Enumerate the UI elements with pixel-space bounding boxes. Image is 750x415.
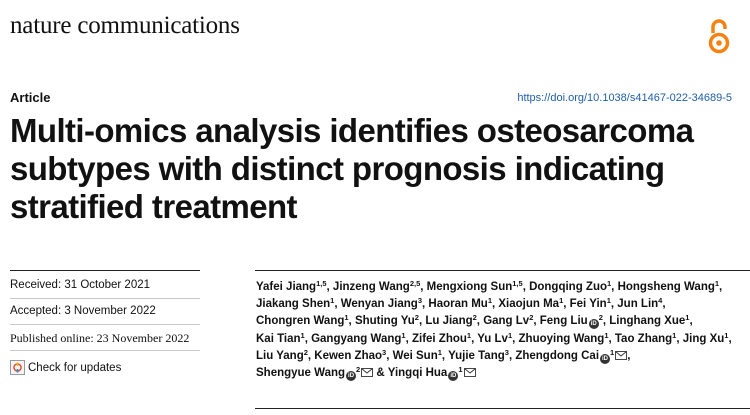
- author-name[interactable]: Kai Tian1: [256, 330, 305, 345]
- author-name[interactable]: Yujie Tang3: [448, 347, 509, 362]
- author-name[interactable]: Zhuoying Wang1: [518, 330, 609, 345]
- affiliation-superscript: 2: [356, 365, 361, 375]
- author-name[interactable]: Fei Yin1: [569, 296, 611, 311]
- author-name[interactable]: Shuting Yu2: [354, 313, 419, 328]
- email-icon[interactable]: [615, 350, 628, 360]
- affiliation-superscript: 1,5: [512, 279, 523, 288]
- author-name[interactable]: Gang Lv2: [483, 313, 534, 328]
- published-date: Published online: 23 November 2022: [10, 331, 190, 345]
- affiliation-superscript: 3: [417, 296, 422, 306]
- affiliation-superscript: 1: [507, 330, 513, 340]
- author-name[interactable]: Wei Sun1: [392, 347, 442, 362]
- author-name[interactable]: Zhengdong Cai iD1: [515, 347, 628, 364]
- affiliation-superscript: 1: [458, 365, 463, 375]
- author-name[interactable]: Jing Xu1: [682, 330, 729, 345]
- author-name[interactable]: Yingqi Hua iD1: [388, 365, 476, 382]
- affiliation-superscript: 1: [610, 347, 615, 357]
- author-name[interactable]: Jiakang Shen1: [256, 296, 335, 311]
- affiliation-superscript: 1: [487, 296, 492, 306]
- affiliation-superscript: 4: [658, 296, 663, 306]
- author-name[interactable]: Haoran Mu1: [428, 296, 492, 311]
- author-list: Yafei Jiang1,5, Jinzeng Wang2,5, Mengxio…: [256, 279, 732, 382]
- authors-top-rule: [255, 270, 750, 271]
- affiliation-superscript: 1: [401, 330, 406, 340]
- author-name[interactable]: Gangyang Wang1: [311, 330, 406, 345]
- metadata-divider: [10, 350, 200, 351]
- orcid-icon[interactable]: iD: [600, 353, 611, 364]
- author-name[interactable]: Lu Jiang2: [425, 313, 477, 328]
- author-name[interactable]: Xiaojun Ma1: [498, 296, 564, 311]
- journal-name[interactable]: nature communications: [10, 12, 240, 39]
- affiliation-superscript: 1: [607, 279, 612, 288]
- author-name[interactable]: Jun Lin4: [617, 296, 663, 311]
- authors-bottom-rule: [255, 408, 750, 409]
- author-name[interactable]: Wenyan Jiang3: [340, 296, 422, 311]
- author-name[interactable]: Zifei Zhou1: [411, 330, 472, 345]
- accepted-date: Accepted: 3 November 2022: [10, 305, 156, 317]
- received-date: Received: 31 October 2021: [10, 279, 151, 291]
- affiliation-superscript: 2: [472, 313, 477, 323]
- article-title: Multi-omics analysis identifies osteosar…: [10, 112, 694, 225]
- metadata-divider: [10, 324, 200, 325]
- affiliation-superscript: 1: [330, 296, 335, 306]
- author-name[interactable]: Shengyue Wang iD2: [256, 365, 374, 382]
- affiliation-superscript: 1: [606, 296, 611, 306]
- check-for-updates-label: Check for updates: [28, 361, 122, 374]
- affiliation-superscript: 1: [344, 313, 349, 323]
- affiliation-superscript: 1: [559, 296, 564, 306]
- affiliation-superscript: 1,5: [316, 279, 327, 288]
- author-name[interactable]: Yu Lv1: [477, 330, 513, 345]
- author-name[interactable]: Feng Liu iD2: [539, 313, 603, 330]
- affiliation-superscript: 1: [672, 330, 677, 340]
- affiliation-superscript: 1: [466, 330, 472, 340]
- doi-link[interactable]: https://doi.org/10.1038/s41467-022-34689…: [517, 92, 732, 104]
- check-for-updates-icon: [10, 360, 25, 375]
- orcid-icon[interactable]: iD: [448, 371, 459, 382]
- article-type-label: Article: [10, 90, 51, 105]
- author-name[interactable]: Tao Zhang1: [614, 330, 677, 345]
- author-name[interactable]: Yafei Jiang1,5: [256, 279, 327, 293]
- author-name[interactable]: Mengxiong Sun1,5: [426, 279, 523, 293]
- orcid-icon[interactable]: iD: [346, 371, 357, 382]
- author-name[interactable]: Hongsheng Wang1: [617, 279, 720, 293]
- author-name[interactable]: Jinzeng Wang2,5: [332, 279, 421, 293]
- check-for-updates-button[interactable]: Check for updates: [10, 360, 121, 375]
- orcid-icon[interactable]: iD: [588, 319, 599, 330]
- affiliation-superscript: 2: [598, 313, 603, 323]
- affiliation-superscript: 2: [414, 313, 419, 323]
- author-name[interactable]: Dongqing Zuo1: [529, 279, 612, 293]
- affiliation-superscript: 1: [714, 279, 720, 288]
- affiliation-superscript: 1: [604, 330, 609, 340]
- affiliation-superscript: 3: [382, 347, 387, 357]
- email-icon[interactable]: [361, 368, 374, 377]
- affiliation-superscript: 1: [685, 313, 690, 323]
- author-name[interactable]: Linghang Xue1: [609, 313, 690, 328]
- open-access-icon[interactable]: [706, 18, 732, 54]
- affiliation-superscript: 1: [437, 347, 442, 357]
- author-name[interactable]: Chongren Wang1: [256, 313, 349, 328]
- affiliation-superscript: 3: [504, 347, 509, 357]
- author-name[interactable]: Kewen Zhao3: [314, 347, 387, 362]
- author-name[interactable]: Liu Yang2: [256, 347, 308, 362]
- affiliation-superscript: 2: [303, 347, 308, 357]
- affiliation-superscript: 1: [724, 330, 729, 340]
- metadata-divider: [10, 298, 200, 299]
- affiliation-superscript: 2: [529, 313, 534, 323]
- affiliation-superscript: 1: [300, 330, 305, 340]
- email-icon[interactable]: [463, 368, 476, 377]
- metadata-top-rule: [10, 270, 200, 271]
- affiliation-superscript: 2,5: [409, 279, 421, 288]
